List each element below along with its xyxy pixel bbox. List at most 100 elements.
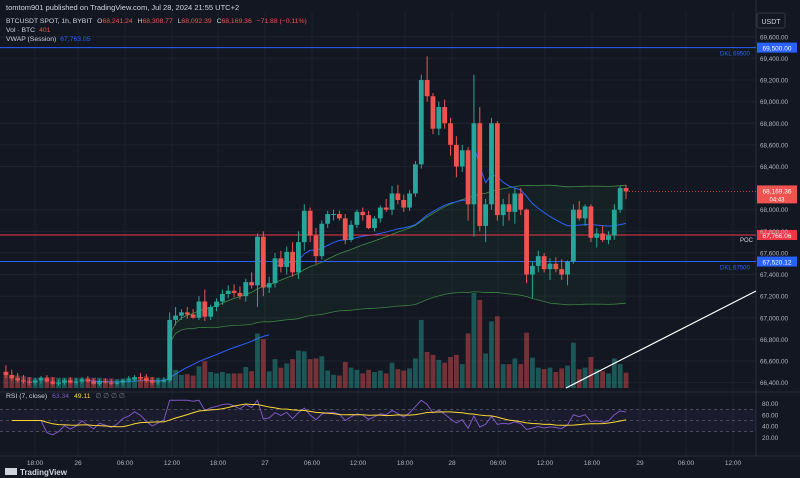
candle-body xyxy=(553,263,559,270)
candle-body xyxy=(383,207,389,210)
last-price-badge xyxy=(757,185,797,204)
candle-body xyxy=(459,150,465,167)
candle-body xyxy=(173,315,178,320)
price-tick-label: 69,400.00 xyxy=(760,56,789,63)
candle-body xyxy=(56,382,61,384)
volume-bar xyxy=(524,332,529,388)
volume-bar xyxy=(260,339,266,388)
candle-body xyxy=(471,123,477,205)
candle-body xyxy=(570,209,576,262)
candle-body xyxy=(331,214,336,216)
time-tick-label: 12:00 xyxy=(537,460,554,467)
volume-bar xyxy=(214,373,219,388)
price-tick-label: 67,200.00 xyxy=(760,294,789,301)
volume-bar xyxy=(407,368,412,388)
tradingview-icon xyxy=(5,468,17,475)
candle-body xyxy=(132,377,138,380)
volume-bar xyxy=(278,367,284,388)
candle-body xyxy=(319,223,325,257)
volume-bar xyxy=(413,358,418,388)
candle-body xyxy=(249,282,255,286)
currency-label: USDT xyxy=(761,19,781,26)
volume-bar xyxy=(336,375,342,388)
candle-body xyxy=(442,107,448,124)
volume-bar xyxy=(208,372,214,388)
time-tick-label: 18:00 xyxy=(397,460,414,467)
candle-body xyxy=(214,301,219,307)
candle-body xyxy=(79,379,85,382)
candle-body xyxy=(512,193,518,212)
candle-body xyxy=(494,123,500,216)
candle-body xyxy=(535,256,541,266)
candle-body xyxy=(219,293,225,302)
price-tick-label: 69,000.00 xyxy=(760,99,789,106)
volume-bar xyxy=(331,374,336,388)
candle-body xyxy=(50,381,56,384)
volume-bar xyxy=(389,362,395,388)
candle-body xyxy=(401,199,407,208)
dkl-69500-axis-badge xyxy=(757,42,797,53)
candle-body xyxy=(530,265,535,275)
candle-body xyxy=(138,377,143,379)
volume-bar xyxy=(161,378,167,388)
horizontal-levels[interactable]: DKL 69500 69,500.00 POC 67,766.06 DKL 67500 6… xyxy=(0,42,797,272)
candle-body xyxy=(179,312,184,316)
volume-bar xyxy=(383,373,389,388)
time-tick-label: 18:00 xyxy=(27,460,44,467)
vwap-legend: VWAP (Session) 67,763.05 xyxy=(6,36,91,43)
volume-legend: Vol · BTC 401 xyxy=(6,27,51,34)
tradingview-logo[interactable]: TradingView xyxy=(5,468,68,477)
trend-line[interactable] xyxy=(565,290,757,389)
dkl-69500-axis-label: 69,500.00 xyxy=(763,46,792,53)
candle-body xyxy=(38,378,44,381)
candle-body xyxy=(3,371,9,376)
candle-body xyxy=(143,378,149,381)
volume-bar xyxy=(3,373,9,388)
candle-body xyxy=(15,378,21,381)
volume-bar xyxy=(296,350,301,388)
volume-bar xyxy=(179,374,184,388)
candle-body xyxy=(120,380,126,383)
volume-bar xyxy=(570,342,576,388)
volume-bar xyxy=(190,375,196,388)
volume-bar xyxy=(623,372,629,388)
volume-bar xyxy=(506,364,512,388)
candle-body xyxy=(395,193,401,200)
candle-body xyxy=(208,306,214,317)
rsi-pane[interactable]: 80.00 60.00 40.00 20.00 xyxy=(0,399,779,442)
volume-bar xyxy=(611,358,617,388)
volume-bar xyxy=(588,357,594,388)
candle-body xyxy=(278,258,284,267)
candle-body xyxy=(149,380,155,383)
volume-bar xyxy=(535,367,541,388)
candle-body xyxy=(576,209,582,219)
candle-body xyxy=(354,211,360,225)
volume-bar xyxy=(559,368,565,388)
time-tick-label: 29 xyxy=(636,460,644,467)
volume-bar xyxy=(606,373,611,388)
price-tick-label: 69,200.00 xyxy=(760,78,789,85)
volume-bar xyxy=(430,354,436,388)
currency-button[interactable] xyxy=(756,12,786,29)
candle-body xyxy=(372,218,377,229)
candle-body xyxy=(32,380,38,383)
volume-bar xyxy=(465,333,471,388)
candle-body xyxy=(477,123,483,226)
candle-body xyxy=(296,242,301,273)
time-tick-label: 26 xyxy=(74,460,82,467)
axes: 69,600.00 69,400.00 69,200.00 69,000.00 68,8… xyxy=(27,34,789,467)
last-price-label: 68,169.36 xyxy=(763,188,792,195)
candle-body xyxy=(284,251,290,267)
candle-body xyxy=(97,381,102,384)
volume-bar xyxy=(202,361,208,388)
candle-body xyxy=(606,235,611,240)
volume-bar xyxy=(9,374,15,388)
candle-body xyxy=(342,218,348,240)
vwap-lower-band xyxy=(169,291,627,344)
candle-body xyxy=(91,381,97,384)
candle-body xyxy=(600,233,606,240)
volume-bar xyxy=(442,362,448,388)
candle-body xyxy=(418,80,424,165)
volume-bar xyxy=(512,358,518,388)
